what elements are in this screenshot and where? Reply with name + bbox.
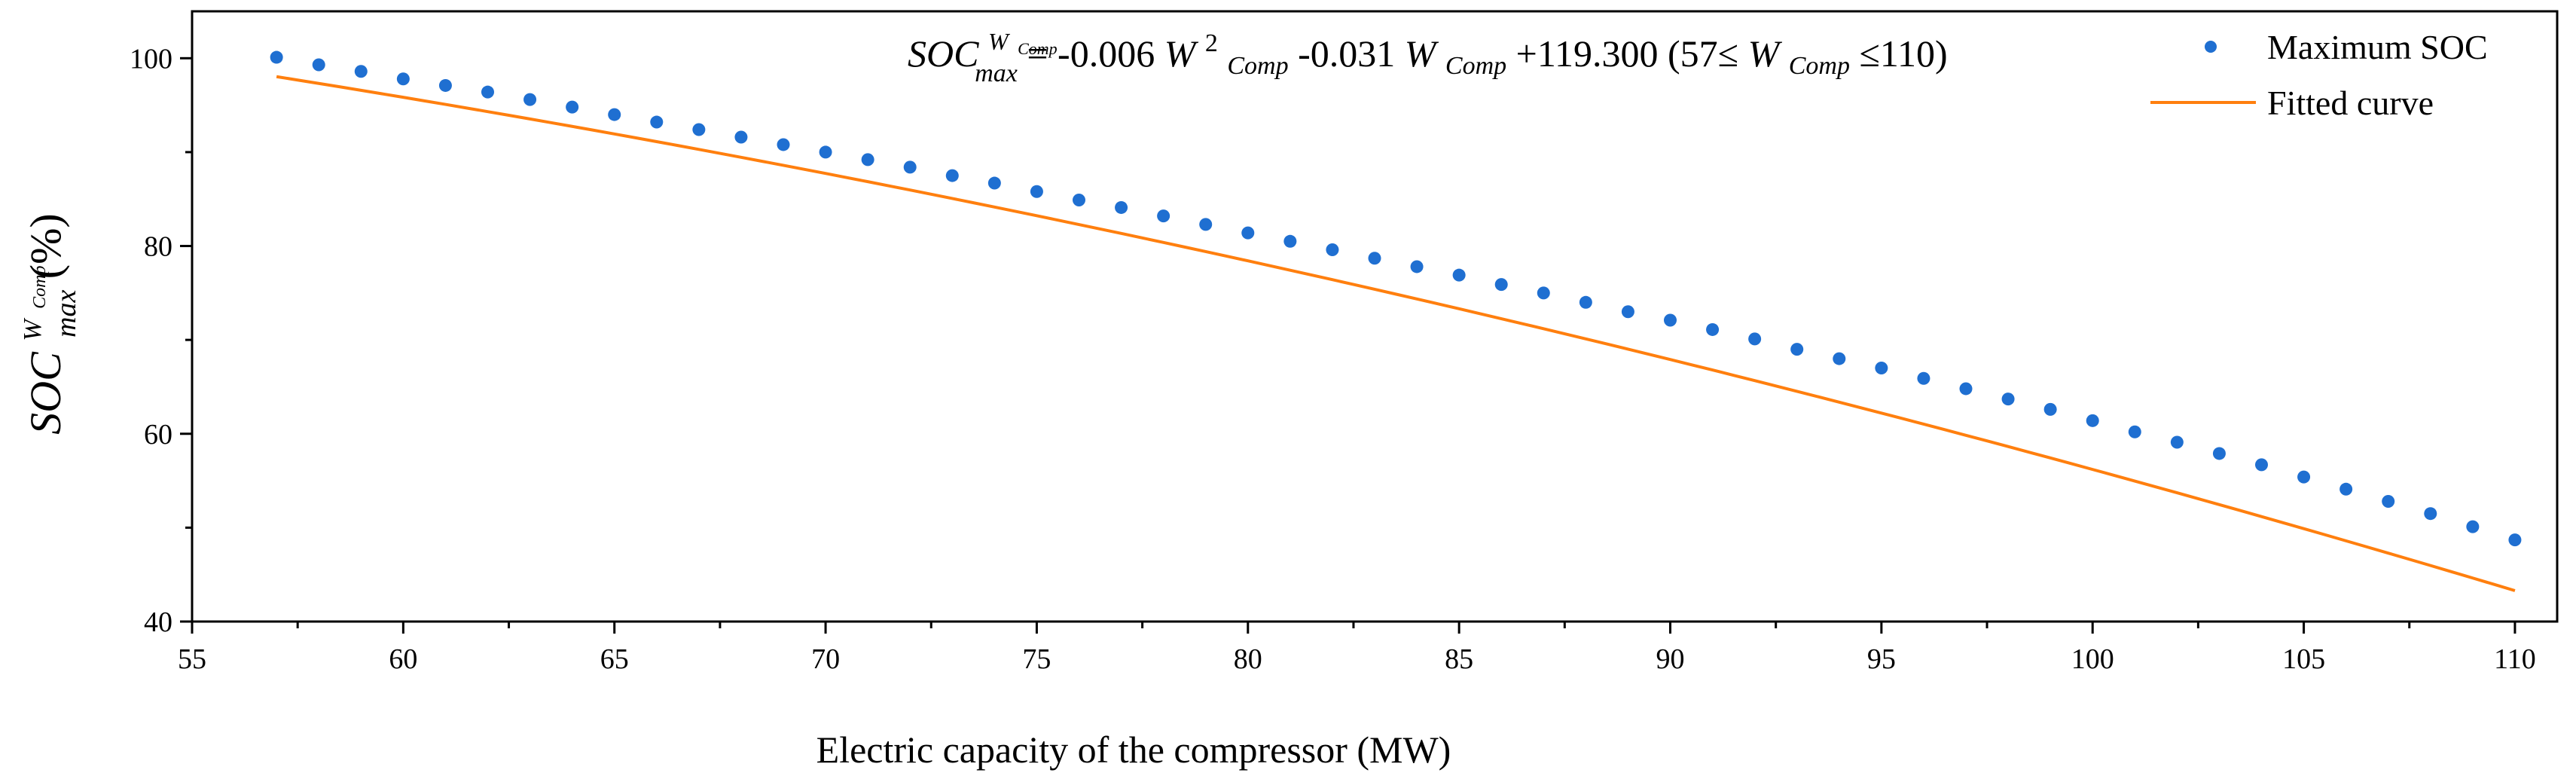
data-point: [1706, 322, 1720, 336]
data-point: [861, 153, 874, 166]
plot-frame: [191, 10, 2559, 623]
data-point: [1959, 382, 1973, 396]
data-point: [2086, 414, 2099, 427]
data-point: [2382, 494, 2395, 508]
data-point: [1241, 226, 1255, 240]
data-point: [1875, 362, 1888, 375]
x-tick-label-85: 85: [1445, 643, 1473, 675]
data-point: [1368, 252, 1381, 265]
x-tick-label-65: 65: [600, 643, 629, 675]
x-tick-label-55: 55: [178, 643, 206, 675]
y-tick-label-80: 80: [144, 231, 172, 263]
legend: Maximum SOC Fitted curve: [2150, 28, 2488, 122]
data-point: [1326, 243, 1339, 257]
legend-label-maximum-soc: Maximum SOC: [2267, 28, 2488, 66]
data-point: [523, 93, 537, 106]
y-tick-label-60: 60: [144, 419, 172, 451]
data-point: [1621, 305, 1634, 319]
fitted-curve-line: [276, 75, 2516, 592]
data-point: [1833, 352, 1846, 365]
x-tick-label-75: 75: [1022, 643, 1051, 675]
data-point: [1199, 218, 1213, 231]
data-point: [1917, 371, 1930, 385]
x-axis-title: Electric capacity of the compressor (MW): [816, 729, 1451, 771]
data-point: [2466, 520, 2480, 533]
x-tick-label-60: 60: [389, 643, 417, 675]
data-point: [1790, 343, 1804, 356]
x-tick-label-110: 110: [2494, 643, 2536, 675]
data-point: [2001, 393, 2015, 406]
data-point: [1030, 185, 1043, 198]
data-point: [566, 100, 579, 114]
data-point: [734, 130, 748, 144]
data-point: [2297, 470, 2311, 484]
data-point: [1073, 193, 1085, 206]
x-tick-label-90: 90: [1656, 643, 1685, 675]
data-point: [650, 115, 664, 129]
data-point: [2128, 425, 2141, 438]
data-point: [1115, 200, 1128, 214]
data-point: [2212, 447, 2226, 460]
legend-label-fitted-curve: Fitted curve: [2267, 84, 2434, 122]
data-point: [1283, 234, 1297, 248]
data-point: [903, 160, 917, 174]
x-tick-label-100: 100: [2071, 643, 2114, 675]
data-point: [692, 123, 706, 136]
data-point: [2043, 402, 2057, 416]
data-point: [2508, 533, 2522, 547]
data-point: [2339, 482, 2353, 496]
data-point: [1452, 268, 1466, 282]
data-point: [1410, 260, 1424, 273]
y-tick-label-100: 100: [130, 43, 172, 75]
data-point: [945, 169, 959, 182]
data-point: [312, 58, 325, 72]
fit-equation: SOC W Comp max = -0.006 W 2 Comp -0.031 …: [908, 16, 1948, 90]
data-point: [1157, 209, 1170, 223]
y-tick-label-40: 40: [144, 606, 172, 638]
data-point: [438, 78, 452, 92]
data-point: [777, 138, 790, 151]
data-point: [1579, 295, 1592, 309]
data-point: [270, 50, 283, 64]
data-point: [1664, 313, 1677, 327]
x-tick-label-95: 95: [1867, 643, 1896, 675]
data-point: [354, 65, 368, 78]
x-tick-label-80: 80: [1234, 643, 1262, 675]
data-point: [1537, 286, 1550, 300]
data-point: [481, 85, 494, 99]
data-point: [608, 108, 621, 121]
data-point: [396, 72, 410, 86]
data-point: [819, 145, 832, 159]
data-point: [1748, 332, 1762, 346]
legend-marker-maximum-soc: [2205, 41, 2217, 53]
data-point: [1494, 278, 1508, 292]
data-point: [2170, 435, 2184, 449]
x-tick-label-105: 105: [2282, 643, 2325, 675]
x-tick-label-70: 70: [811, 643, 840, 675]
y-axis-title: SOC W Comp max (%): [2, 213, 85, 435]
data-point: [2424, 507, 2437, 521]
data-point: [987, 176, 1001, 190]
data-point: [2255, 458, 2268, 472]
